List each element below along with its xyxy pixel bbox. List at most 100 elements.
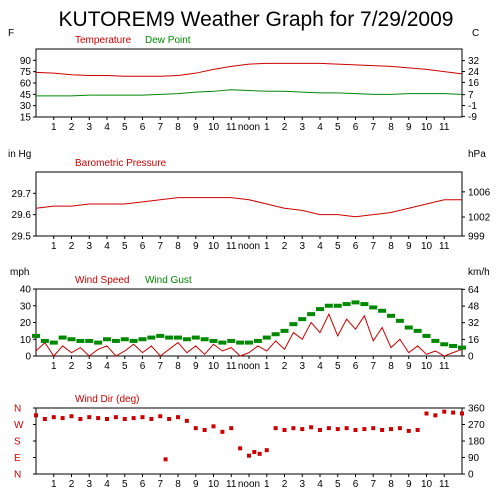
x-tick-label: 5 [335, 479, 341, 490]
wind-dir-point [51, 415, 56, 420]
y-tick-label-right: 180 [468, 437, 485, 448]
y-tick-label-right: 48 [468, 302, 480, 313]
wind-gust-mark [200, 337, 209, 342]
wind-gust-mark [289, 322, 298, 327]
wind-gust-mark [129, 338, 138, 343]
left-unit-label: F [8, 28, 14, 39]
x-tick-label: 8 [175, 241, 181, 252]
wind-dir-point [202, 428, 207, 432]
y-tick-label-left: 40 [20, 285, 32, 296]
y-tick-label-right: 1002 [468, 213, 491, 224]
x-tick-label: 10 [208, 241, 220, 252]
x-tick-label: 3 [299, 479, 305, 490]
x-tick-label: 11 [439, 361, 450, 372]
y-tick-label-left: E [14, 453, 21, 464]
y-tick-label-right: 0 [468, 352, 474, 363]
wind-dir-point [96, 416, 101, 421]
wind-gust-mark [156, 333, 165, 338]
x-tick-label: 6 [353, 361, 359, 372]
wind-gust-mark [422, 333, 431, 338]
wind-dir-point [273, 426, 278, 431]
wind-gust-mark [85, 338, 94, 343]
wind-dir-point [335, 427, 340, 432]
wind-gust-mark [138, 337, 147, 342]
dew-point-line [36, 89, 463, 97]
x-tick-label: 11 [226, 122, 237, 133]
wind-gust-mark [182, 337, 191, 342]
x-tick-label: 7 [370, 479, 376, 490]
wind-gust-mark [49, 340, 58, 345]
wind-gust-mark [103, 337, 111, 342]
x-tick-label: 5 [335, 241, 341, 252]
x-tick-label: 7 [157, 361, 163, 372]
x-tick-label: 3 [299, 122, 305, 133]
y-tick-label-left: 10 [20, 335, 32, 346]
x-tick-label: 6 [353, 241, 359, 252]
wind-dir-point [326, 426, 331, 431]
x-tick-label: 4 [317, 122, 323, 133]
x-tick-label: 1 [51, 241, 57, 252]
x-tick-label: 11 [439, 241, 450, 252]
x-tick-label: 9 [406, 361, 412, 372]
wind-dir-point [184, 418, 189, 423]
x-tick-label: 1 [51, 479, 57, 490]
wind-dir-point [42, 417, 47, 421]
x-tick-label: 11 [226, 361, 237, 372]
wind-gust-mark [111, 338, 120, 343]
panel-barometric-pressure [33, 171, 465, 239]
wind-gust-mark [120, 337, 129, 342]
y-tick-label-right: 16 [468, 335, 480, 346]
wind-gust-mark [351, 300, 360, 305]
wind-gust-mark [209, 338, 218, 343]
y-tick-label-left: 45 [20, 90, 32, 101]
wind-dir-point [238, 446, 243, 451]
wind-dir-point [264, 448, 269, 453]
wind-dir-point [193, 426, 198, 431]
x-tick-label: 2 [69, 241, 75, 252]
wind-gust-mark [316, 307, 324, 312]
y-tick-label-left: S [14, 437, 21, 448]
x-tick-label: 3 [299, 241, 305, 252]
wind-gust-mark [218, 340, 227, 345]
wind-dir-point [211, 424, 216, 429]
x-tick-label: 2 [69, 122, 75, 133]
x-tick-label: 6 [140, 122, 146, 133]
y-tick-label-left: N [14, 404, 21, 415]
wind-dir-point [122, 417, 127, 421]
y-tick-label-right: 7 [468, 90, 474, 101]
x-tick-label: noon [238, 361, 260, 372]
wind-gust-mark [431, 338, 440, 343]
x-tick-label: 6 [140, 479, 146, 490]
wind-gust-mark [245, 340, 253, 345]
x-tick-label: 4 [104, 241, 110, 252]
wind-gust-mark [271, 332, 280, 337]
plot-frame [35, 48, 463, 118]
wind-dir-point [158, 414, 163, 419]
wind-dir-point [451, 410, 456, 415]
x-tick-label: 3 [86, 241, 92, 252]
y-tick-label-left: 20 [20, 318, 32, 329]
y-tick-label-right: 32 [468, 318, 480, 329]
wind-dir-point [291, 426, 296, 431]
x-tick-label: 4 [317, 361, 323, 372]
wind-gust-mark [458, 345, 466, 350]
x-tick-label: noon [238, 241, 260, 252]
panel-temperature-dewpoint [33, 48, 465, 120]
wind-dir-point [389, 427, 393, 432]
legend-entry: Wind Dir (deg) [75, 394, 139, 405]
x-tick-label: 9 [193, 479, 199, 490]
wind-gust-mark [342, 302, 351, 307]
y-tick-label-right: 0 [468, 470, 474, 481]
wind-gust-mark [58, 335, 67, 340]
wind-dir-point [131, 416, 136, 421]
wind-dir-point [397, 426, 402, 431]
y-tick-label-right: 1006 [468, 187, 491, 198]
legend-entry: Dew Point [145, 35, 191, 46]
y-tick-label-right: 999 [468, 232, 485, 243]
x-tick-label: 10 [208, 479, 220, 490]
x-tick-label: 7 [370, 241, 376, 252]
x-tick-label: 4 [104, 479, 110, 490]
wind-gust-mark [387, 313, 395, 318]
x-tick-label: 6 [353, 479, 359, 490]
